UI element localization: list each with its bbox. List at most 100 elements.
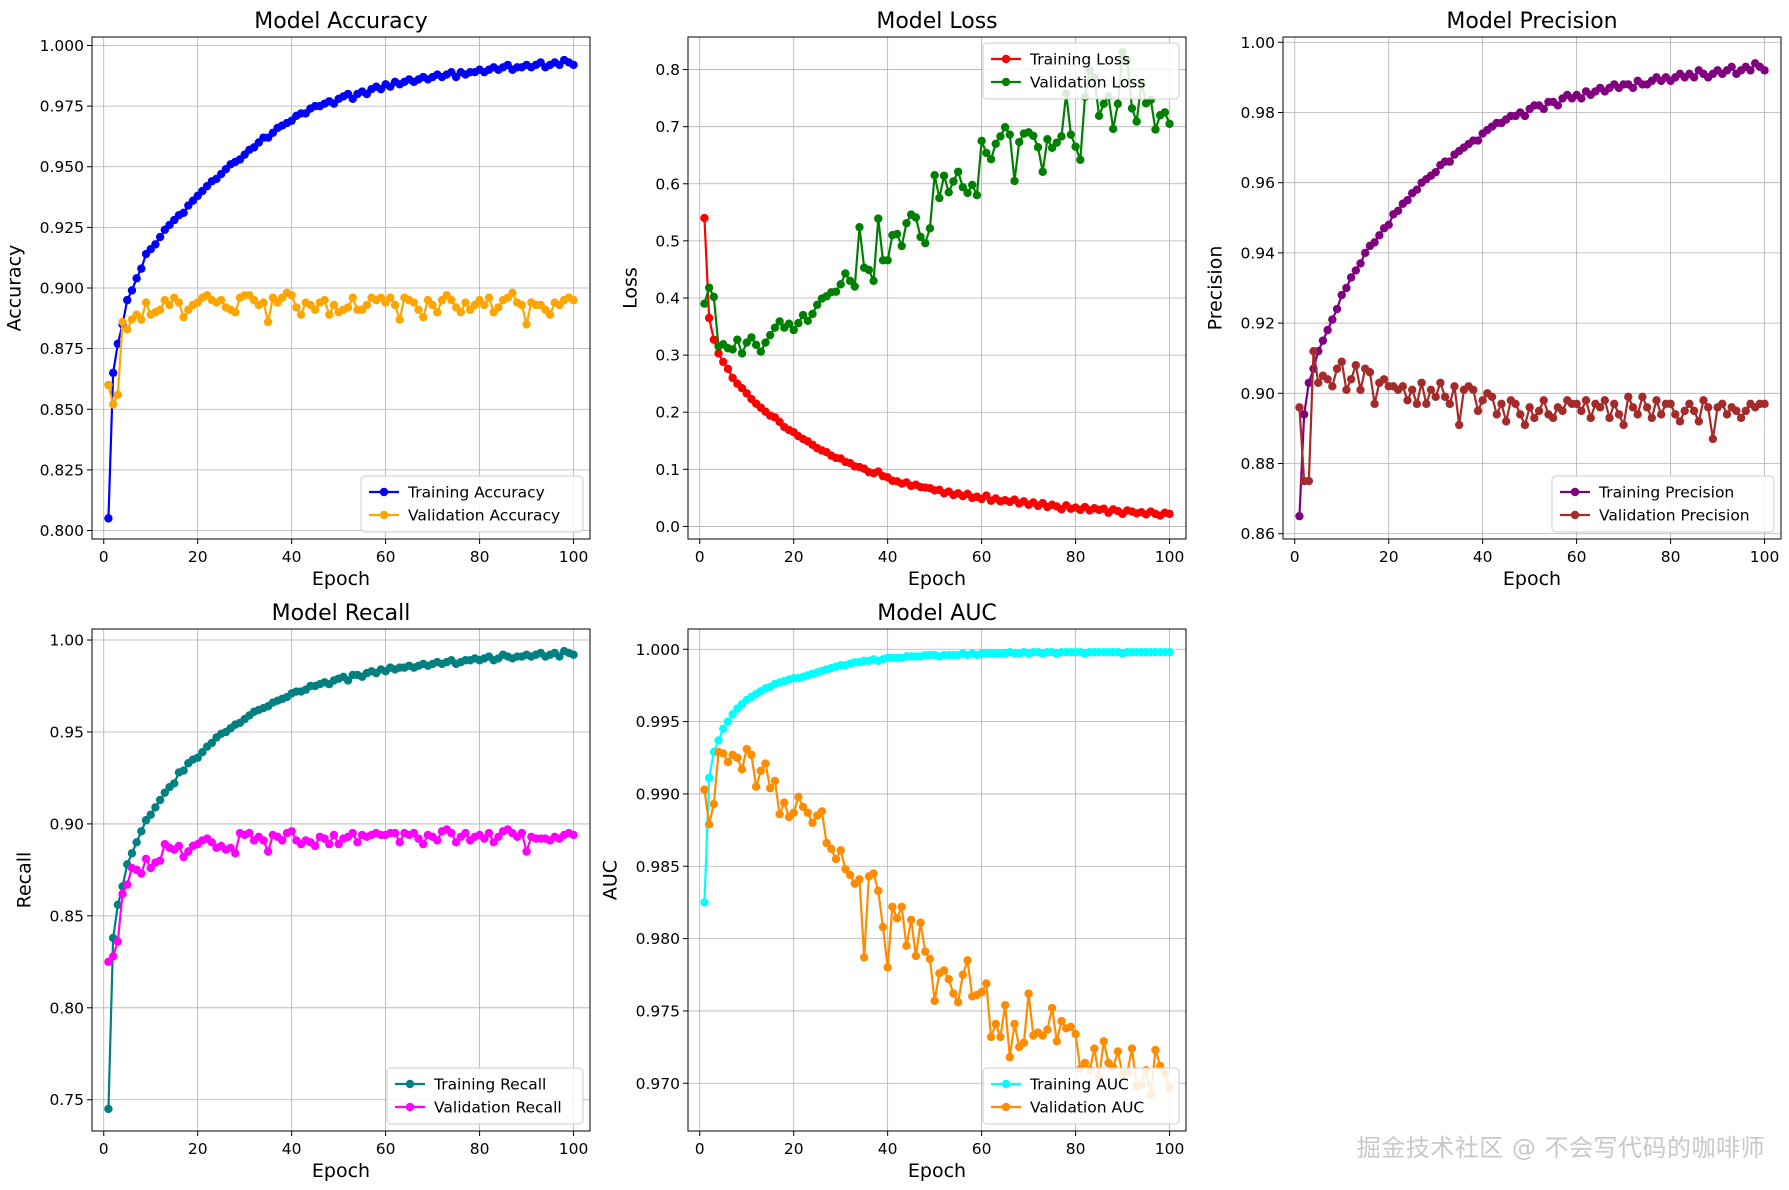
auc-validation-auc-point-27: [822, 838, 831, 848]
recall-validation-recall-point-5: [123, 880, 132, 889]
prec-validation-precision-point-19: [1379, 375, 1389, 384]
prec-validation-precision-point-89: [1708, 434, 1718, 444]
loss-validation-loss-point-38: [874, 214, 883, 223]
acc-ytick-label-2: 0.850: [40, 401, 84, 419]
auc-validation-auc-point-22: [798, 802, 808, 812]
auc-validation-auc-point-34: [855, 875, 864, 884]
recall-training-recall-point-100: [569, 650, 578, 659]
loss-validation-loss-point-23: [803, 316, 813, 326]
recall-validation-recall-point-53: [348, 828, 357, 838]
loss-validation-loss-point-66: [1005, 130, 1015, 139]
prec-legend-training-precision-label: Training Precision: [1598, 484, 1734, 502]
acc-validation-accuracy-point-17: [179, 312, 188, 322]
recall-validation-recall-point-66: [409, 828, 419, 838]
acc-validation-accuracy-point-1: [104, 380, 113, 390]
acc-validation-accuracy-point-89: [517, 300, 527, 310]
prec-training-precision-point-15: [1361, 248, 1370, 258]
loss-panel: 0 20 40 60 80 100 0.0 0.1 0.2 0.3 0.4 0.5 0.6 0.7 0.8 M…: [619, 9, 1187, 590]
acc-ytick-label-5: 0.925: [40, 219, 84, 237]
prec-validation-precision-point-57: [1558, 406, 1567, 416]
auc-validation-auc-point-48: [921, 947, 930, 956]
prec-training-precision-point-61: [1577, 94, 1586, 103]
loss-xtick-label-4: 80: [1066, 548, 1086, 566]
acc-validation-accuracy-point-8: [137, 315, 146, 324]
prec-validation-precision-point-14: [1356, 385, 1365, 395]
auc-validation-auc-point-75: [1047, 1003, 1057, 1013]
acc-xtick-label-2: 40: [282, 548, 302, 566]
acc-validation-accuracy-point-41: [292, 303, 301, 312]
loss-xtick-label-5: 100: [1155, 548, 1185, 566]
loss-training-loss-point-5: [719, 357, 728, 367]
acc-validation-accuracy-point-84: [494, 303, 503, 312]
loss-ytick-label-7: 0.7: [655, 118, 680, 136]
auc-validation-auc-point-15: [766, 783, 775, 793]
acc-training-accuracy-point-1: [104, 514, 113, 523]
prec-validation-precision-point-12: [1346, 375, 1356, 384]
prec-validation-precision-point-84: [1685, 399, 1694, 409]
prec-training-precision-point-100: [1760, 66, 1769, 75]
recall-training-recall-point-10: [146, 810, 155, 819]
prec-training-precision-point-30: [1431, 167, 1440, 177]
auc-validation-auc-point-41: [888, 902, 897, 911]
acc-validation-accuracy-point-100: [569, 295, 578, 305]
auc-axes-frame: [687, 628, 1187, 1132]
prec-xtick-label-3: 60: [1567, 548, 1587, 566]
recall-validation-recall-point-40: [287, 827, 296, 836]
prec-xtick-label-0: 0: [1290, 548, 1300, 566]
prec-validation-precision-point-26: [1412, 399, 1422, 409]
loss-validation-loss-point-30: [836, 280, 845, 289]
recall-validation-recall-point-54: [353, 838, 362, 847]
loss-validation-loss-point-53: [944, 188, 953, 197]
auc-validation-auc-point-63: [991, 1019, 1000, 1029]
acc-validation-accuracy-point-35: [263, 317, 273, 327]
acc-ytick-label-7: 0.975: [40, 98, 84, 116]
prec-validation-precision-point-69: [1614, 410, 1624, 419]
loss-ytick-label-6: 0.6: [655, 175, 680, 193]
loss-ytick-label-1: 0.1: [655, 461, 680, 479]
prec-validation-precision-point-66: [1600, 396, 1610, 405]
loss-validation-loss-point-71: [1029, 131, 1038, 141]
prec-training-precision-point-11: [1342, 283, 1351, 293]
prec-legend-validation-precision-swatch-marker: [1570, 510, 1580, 520]
prec-validation-precision-point-29: [1426, 385, 1436, 395]
auc-validation-auc-point-39: [878, 922, 888, 932]
loss-validation-loss-point-92: [1127, 104, 1137, 113]
auc-validation-auc-point-6: [723, 757, 733, 767]
auc-xlabel: Epoch: [908, 1160, 966, 1182]
recall-validation-recall-point-17: [179, 852, 188, 862]
prec-ytick-label-5: 0.96: [1240, 174, 1275, 192]
prec-validation-precision-point-33: [1445, 399, 1454, 409]
loss-training-loss-point-2: [704, 313, 714, 323]
auc-xtick-label-4: 80: [1066, 1140, 1086, 1158]
loss-training-loss-point-7: [728, 373, 737, 383]
loss-validation-loss-point-37: [869, 276, 878, 286]
prec-training-precision-point-93: [1727, 62, 1736, 72]
acc-validation-accuracy-point-82: [484, 293, 494, 302]
prec-validation-precision-point-83: [1680, 406, 1689, 416]
prec-training-precision-point-24: [1403, 196, 1412, 205]
prec-training-precision-point-26: [1412, 185, 1422, 194]
auc-ytick-label-0: 0.970: [636, 1075, 680, 1093]
prec-validation-precision-point-50: [1525, 403, 1534, 412]
acc-legend-box: [360, 475, 584, 533]
loss-validation-loss-point-61: [982, 148, 991, 158]
auc-legend-training-auc-swatch-marker: [1001, 1079, 1011, 1089]
prec-validation-precision-point-53: [1539, 396, 1548, 405]
recall-validation-recall-point-90: [522, 847, 531, 856]
prec-validation-precision-point-45: [1501, 417, 1511, 426]
prec-validation-precision-point-44: [1497, 399, 1506, 409]
prec-validation-precision-point-43: [1492, 410, 1501, 419]
auc-validation-auc-point-16: [770, 776, 780, 786]
auc-validation-auc-point-17: [775, 809, 784, 819]
loss-validation-loss-point-56: [958, 183, 968, 192]
recall-ylabel: Recall: [13, 852, 35, 909]
loss-validation-loss-point-74: [1043, 135, 1052, 144]
prec-legend: Training Precision Validation Precision: [1551, 475, 1775, 533]
auc-validation-auc-point-64: [996, 1032, 1005, 1042]
auc-validation-auc-point-47: [916, 918, 925, 927]
prec-training-precision-point-14: [1356, 259, 1365, 268]
loss-validation-loss-point-20: [789, 325, 798, 335]
prec-validation-precision-point-16: [1365, 368, 1375, 377]
loss-validation-loss-point-76: [1052, 138, 1062, 147]
acc-panel: 0 20 40 60 80 100 0.800 0.825 0.850 0.875 0.900 0.9…: [4, 9, 591, 590]
